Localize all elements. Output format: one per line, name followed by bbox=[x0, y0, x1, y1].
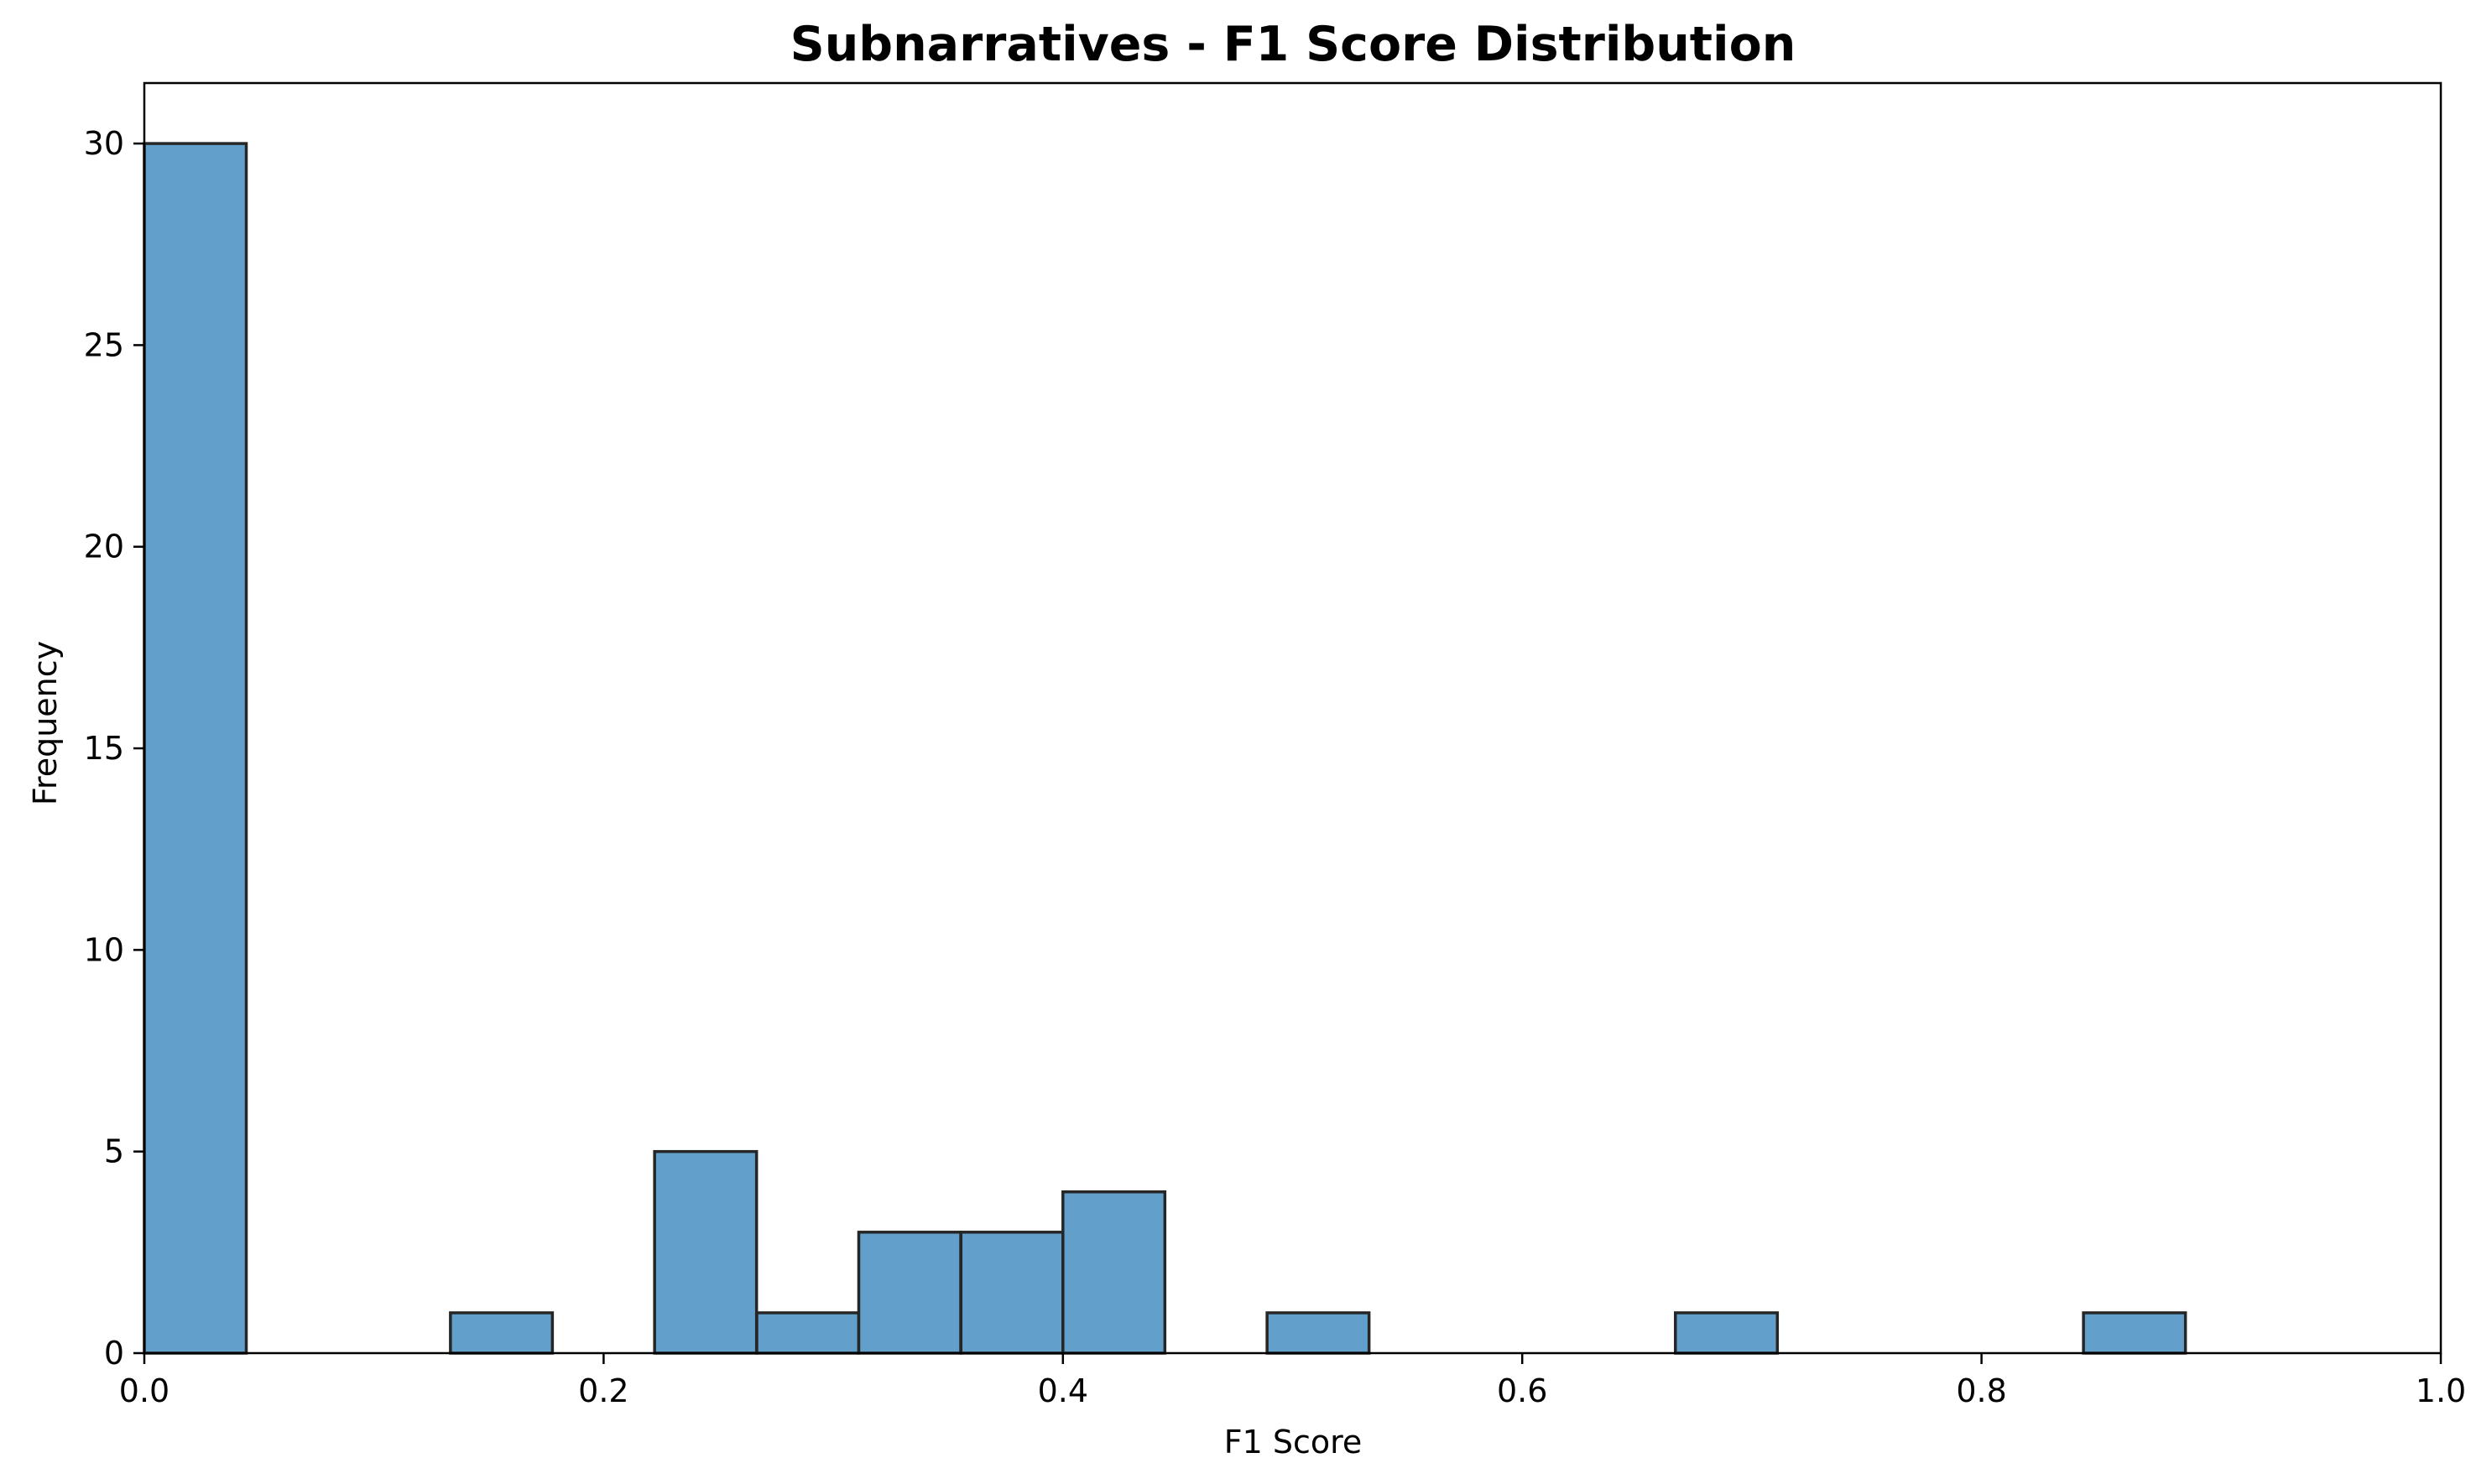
y-tick-label: 0 bbox=[104, 1335, 124, 1372]
histogram-bar bbox=[143, 142, 248, 1355]
plot-area-frame bbox=[143, 81, 2442, 1355]
chart-title: Subnarratives - F1 Score Distribution bbox=[790, 17, 1796, 72]
y-tick-label: 10 bbox=[84, 931, 124, 968]
y-tick-label: 5 bbox=[104, 1133, 124, 1170]
y-axis-label: Frequency bbox=[27, 641, 64, 805]
x-tick-label: 1.0 bbox=[2416, 1372, 2466, 1409]
histogram-bar bbox=[755, 1311, 861, 1355]
y-tick-label: 25 bbox=[84, 326, 124, 363]
histogram-bar bbox=[857, 1231, 962, 1355]
x-tick-label: 0.4 bbox=[1038, 1372, 1088, 1409]
x-tick-label: 0.2 bbox=[578, 1372, 628, 1409]
histogram-bar bbox=[2082, 1311, 2187, 1355]
x-tick-label: 0.0 bbox=[119, 1372, 169, 1409]
x-axis-ticks: 0.0 0.2 0.4 0.6 0.8 1.0 bbox=[119, 1353, 2466, 1409]
x-axis-label: F1 Score bbox=[1224, 1424, 1363, 1461]
bars-layer bbox=[143, 142, 2187, 1355]
histogram-bar bbox=[959, 1231, 1065, 1355]
y-axis-ticks: 0 5 10 15 20 25 30 bbox=[84, 125, 144, 1372]
y-tick-label: 15 bbox=[84, 730, 124, 767]
histogram-bar bbox=[653, 1149, 759, 1355]
histogram-bar bbox=[1061, 1190, 1167, 1355]
x-tick-label: 0.6 bbox=[1497, 1372, 1547, 1409]
histogram-bar bbox=[449, 1311, 555, 1355]
x-tick-label: 0.8 bbox=[1956, 1372, 2006, 1409]
histogram-bar bbox=[1674, 1311, 1780, 1355]
histogram-bar bbox=[1265, 1311, 1371, 1355]
y-tick-label: 20 bbox=[84, 529, 124, 565]
y-tick-label: 30 bbox=[84, 125, 124, 162]
